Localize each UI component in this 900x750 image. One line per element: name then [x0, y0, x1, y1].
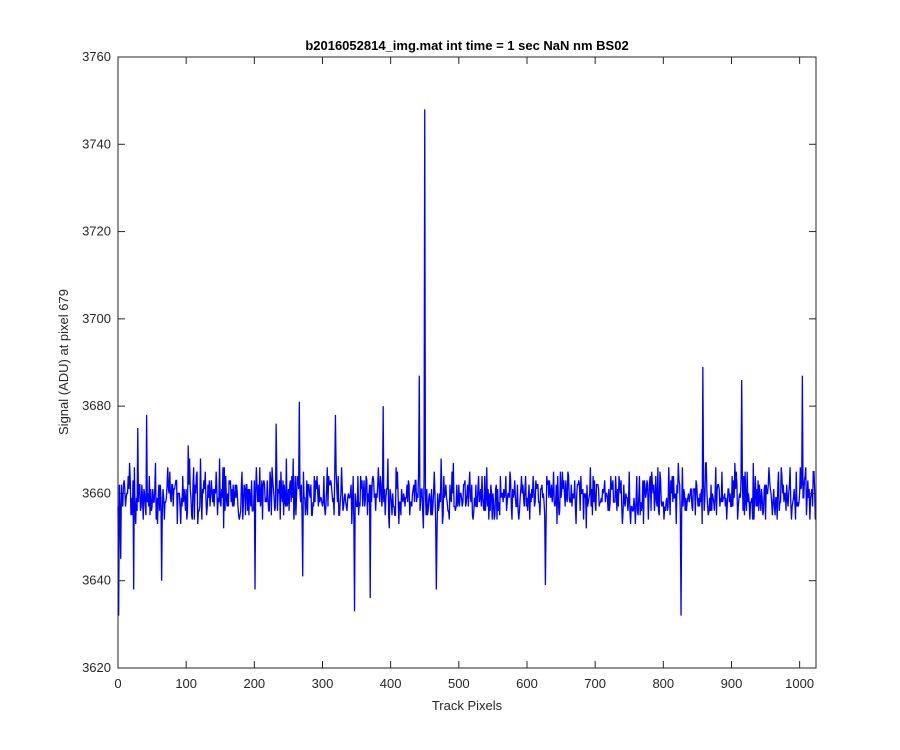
- x-tick-label: 600: [516, 676, 538, 691]
- y-axis-label: Signal (ADU) at pixel 679: [56, 289, 71, 435]
- chart-title: b2016052814_img.mat int time = 1 sec NaN…: [305, 38, 628, 53]
- series-line: [117, 109, 816, 616]
- x-axis-label: Track Pixels: [432, 698, 503, 713]
- series-line-group: [117, 109, 816, 616]
- y-tick-label: 3760: [82, 49, 111, 64]
- plot-area-background: [118, 57, 816, 668]
- y-tick-label: 3680: [82, 398, 111, 413]
- x-tick-label: 400: [380, 676, 402, 691]
- y-tick-label: 3620: [82, 660, 111, 675]
- x-tick-label: 700: [584, 676, 606, 691]
- x-tick-label: 800: [652, 676, 674, 691]
- y-tick-label: 3740: [82, 136, 111, 151]
- x-tick-label: 100: [175, 676, 197, 691]
- x-tick-label: 200: [243, 676, 265, 691]
- x-axis: 0 100 200 300 400 500 600 700 800 900 1000: [114, 57, 814, 691]
- x-tick-label: 500: [448, 676, 470, 691]
- y-tick-label: 3660: [82, 485, 111, 500]
- plot-frame: [117, 56, 817, 669]
- y-axis: 3620 3640 3660 3680 3700 3720 3740 3760: [82, 49, 816, 675]
- x-tick-label: 1000: [785, 676, 814, 691]
- x-tick-label: 0: [114, 676, 121, 691]
- x-tick-label: 300: [312, 676, 334, 691]
- x-tick-label: 900: [721, 676, 743, 691]
- y-tick-label: 3700: [82, 311, 111, 326]
- y-tick-label: 3720: [82, 224, 111, 239]
- y-tick-label: 3640: [82, 573, 111, 588]
